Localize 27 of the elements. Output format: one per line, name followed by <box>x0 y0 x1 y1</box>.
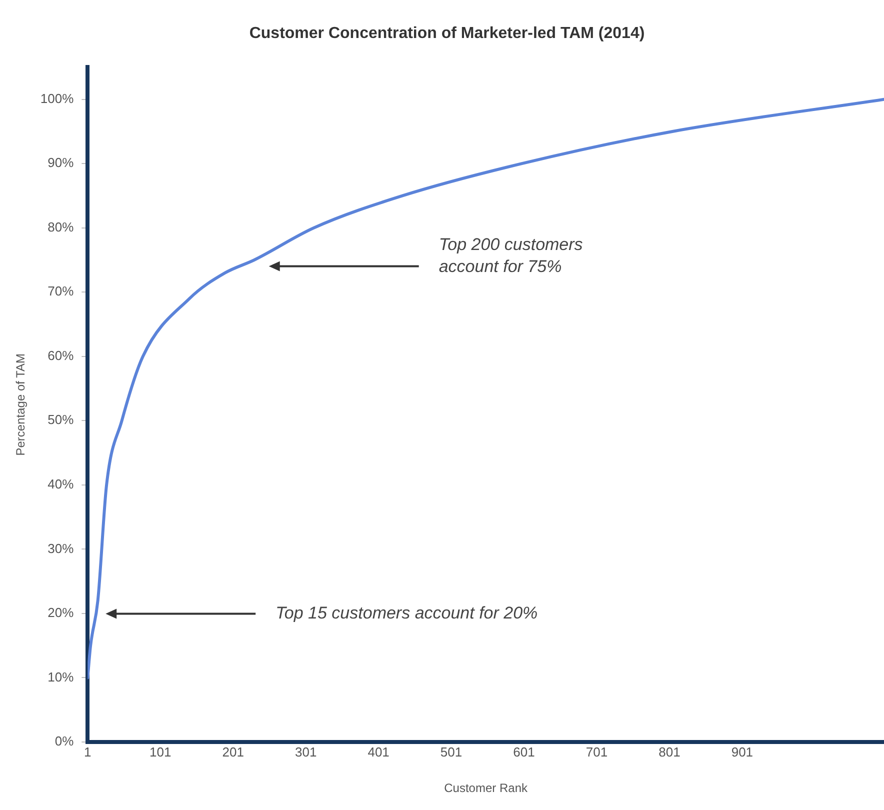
y-tick-label: 100% <box>40 90 74 106</box>
y-tick-label: 60% <box>48 348 74 363</box>
x-tick-label: 201 <box>222 744 244 760</box>
y-tick-label: 50% <box>48 412 74 428</box>
x-axis-title: Customer Rank <box>444 781 528 796</box>
y-tick-label: 90% <box>48 155 74 170</box>
y-tick-label: 30% <box>48 540 74 556</box>
x-tick-label: 701 <box>586 744 608 760</box>
y-tick-label: 20% <box>48 605 74 620</box>
annotation: Top 15 customers account for 20% <box>276 604 538 623</box>
y-axis-title: Percentage of TAM <box>14 353 28 456</box>
chart-title: Customer Concentration of Marketer-led TAM (2014) <box>249 25 645 42</box>
y-tick-label: 70% <box>48 284 74 299</box>
y-tick-label: 80% <box>48 219 74 234</box>
annotation: Top 200 customers account for 75% <box>438 235 584 276</box>
x-tick-label: 601 <box>513 744 535 760</box>
x-tick-label: 501 <box>440 744 462 760</box>
x-tick-label: 1 <box>84 744 92 760</box>
x-tick-label: 801 <box>658 744 680 760</box>
x-tick-label: 101 <box>150 744 172 760</box>
line-series <box>88 98 884 680</box>
x-tick-label: 901 <box>731 744 754 760</box>
y-tick-label: 40% <box>48 476 74 492</box>
y-tick-label: 0% <box>54 734 74 749</box>
x-tick-label: 401 <box>368 744 390 760</box>
x-tick-label: 301 <box>294 744 317 760</box>
y-tick-label: 10% <box>48 669 74 684</box>
